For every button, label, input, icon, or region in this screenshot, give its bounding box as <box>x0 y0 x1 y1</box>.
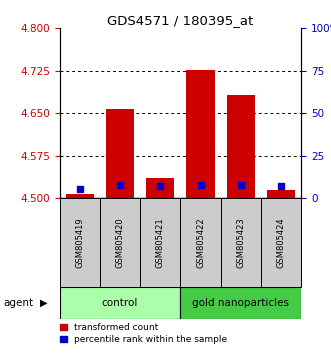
Bar <box>140 198 180 287</box>
Text: GSM805421: GSM805421 <box>156 217 165 268</box>
Title: GDS4571 / 180395_at: GDS4571 / 180395_at <box>107 14 254 27</box>
Bar <box>106 109 134 198</box>
Bar <box>146 178 174 198</box>
Bar <box>221 198 261 287</box>
Text: gold nanoparticles: gold nanoparticles <box>192 298 289 308</box>
Bar <box>180 287 301 319</box>
Text: GSM805424: GSM805424 <box>277 217 286 268</box>
Legend: transformed count, percentile rank within the sample: transformed count, percentile rank withi… <box>61 323 227 344</box>
Text: ▶: ▶ <box>40 298 47 308</box>
Bar <box>180 198 221 287</box>
Bar <box>60 198 100 287</box>
Text: GSM805419: GSM805419 <box>75 217 84 268</box>
Bar <box>186 70 214 198</box>
Text: GSM805420: GSM805420 <box>116 217 124 268</box>
Bar <box>261 198 301 287</box>
Text: agent: agent <box>3 298 33 308</box>
Bar <box>227 95 255 198</box>
Bar <box>66 194 94 198</box>
Text: GSM805422: GSM805422 <box>196 217 205 268</box>
Text: GSM805423: GSM805423 <box>236 217 245 268</box>
Text: control: control <box>102 298 138 308</box>
Bar <box>100 198 140 287</box>
Bar <box>267 190 295 198</box>
Bar <box>60 287 180 319</box>
